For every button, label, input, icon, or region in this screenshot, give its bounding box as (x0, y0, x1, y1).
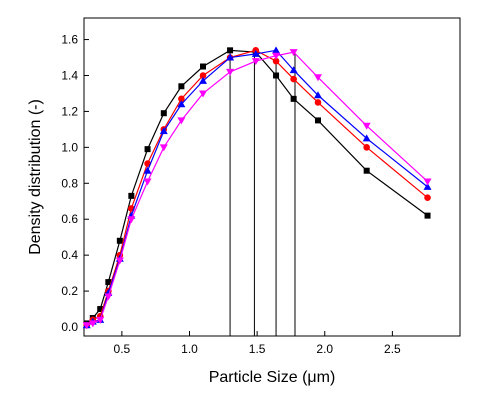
marker (363, 144, 370, 151)
x-tick-label: 2.5 (384, 342, 401, 356)
marker (159, 144, 168, 152)
marker (362, 122, 371, 130)
marker (226, 68, 235, 76)
marker (314, 99, 322, 106)
marker (424, 194, 431, 201)
marker (144, 146, 151, 153)
marker (199, 76, 208, 84)
marker (289, 66, 298, 74)
marker (128, 192, 135, 199)
x-tick-label: 0.5 (114, 342, 131, 356)
y-tick-label: 1.2 (61, 104, 78, 118)
x-tick-label: 1.0 (181, 342, 198, 356)
marker (272, 46, 281, 54)
y-tick-label: 1.6 (61, 33, 78, 47)
marker (251, 58, 260, 66)
marker (290, 75, 297, 83)
y-tick-label: 0.0 (61, 320, 78, 334)
y-tick-label: 0.6 (61, 212, 78, 226)
marker (227, 47, 234, 54)
y-tick-label: 0.2 (61, 284, 78, 298)
y-axis-label: Density distribution (-) (27, 99, 44, 255)
y-tick-label: 1.4 (61, 68, 78, 82)
marker (226, 53, 235, 61)
series-line (86, 49, 428, 326)
marker (177, 117, 186, 125)
marker (88, 320, 97, 328)
x-tick-label: 2.0 (316, 342, 333, 356)
x-tick-label: 1.5 (249, 342, 266, 356)
marker (314, 117, 321, 124)
marker (313, 91, 322, 99)
marker (423, 178, 432, 186)
marker (127, 216, 136, 224)
marker (362, 134, 371, 142)
marker (272, 52, 281, 60)
marker (105, 279, 112, 286)
marker (104, 293, 113, 301)
marker (160, 110, 167, 117)
marker (273, 72, 280, 79)
marker (82, 322, 91, 330)
marker (363, 167, 370, 174)
marker (251, 49, 260, 57)
series-line (86, 49, 428, 326)
series-line (86, 51, 428, 326)
y-tick-label: 1.0 (61, 140, 78, 154)
marker (97, 306, 104, 313)
marker (178, 83, 185, 90)
y-tick-label: 0.4 (61, 248, 78, 262)
marker (159, 127, 168, 135)
marker (143, 178, 152, 186)
marker (115, 257, 124, 265)
marker (272, 57, 280, 65)
marker (116, 237, 123, 244)
plot-frame (83, 17, 461, 337)
y-tick-label: 0.8 (61, 176, 78, 190)
marker (423, 182, 432, 190)
series-line (86, 49, 428, 324)
marker (199, 90, 208, 98)
marker (424, 212, 431, 219)
x-axis-label: Particle Size (μm) (209, 369, 336, 386)
marker (199, 72, 207, 79)
marker (313, 74, 322, 82)
marker (96, 316, 105, 324)
marker (143, 166, 152, 174)
marker (200, 63, 207, 70)
marker (289, 49, 298, 57)
marker (178, 95, 185, 103)
marker (290, 95, 297, 102)
marker (177, 100, 186, 108)
